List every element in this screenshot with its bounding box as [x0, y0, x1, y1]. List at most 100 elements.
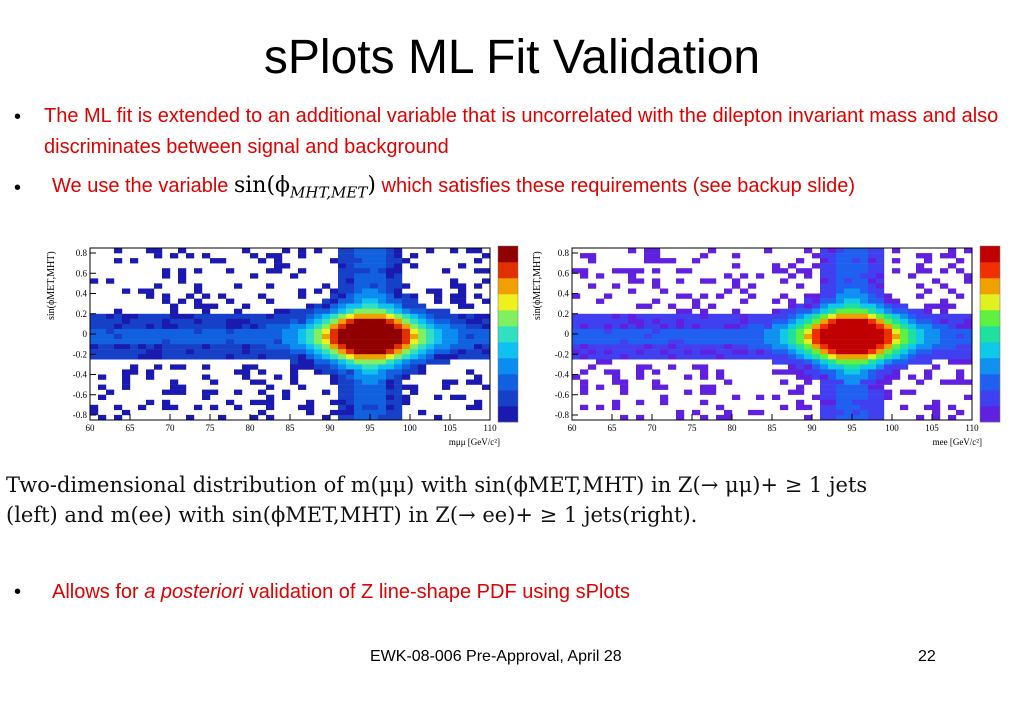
left-bin	[218, 354, 227, 360]
right-bin	[812, 359, 821, 365]
right-bin	[636, 328, 645, 335]
left-bin	[346, 263, 355, 269]
left-bin	[338, 268, 347, 274]
right-bin	[964, 379, 973, 385]
left-bin	[370, 359, 379, 365]
right-bin	[676, 409, 685, 416]
left-bin	[426, 359, 435, 365]
right-bin	[876, 273, 885, 279]
left-bin	[178, 268, 187, 274]
left-bin	[194, 328, 203, 335]
right-bin	[572, 328, 581, 335]
right-bin	[780, 404, 789, 411]
right-bin	[884, 293, 893, 299]
right-bin	[908, 323, 917, 330]
left-bin	[386, 374, 395, 380]
right-bin	[716, 369, 725, 375]
left-bin	[170, 404, 179, 411]
left-bin	[178, 313, 187, 320]
right-bin	[868, 369, 877, 375]
left-bin	[314, 248, 323, 254]
left-bin	[370, 334, 379, 340]
right-bin	[940, 349, 949, 355]
right-bin	[924, 354, 933, 360]
left-bin	[434, 293, 443, 299]
left-bin	[378, 318, 387, 325]
right-bin	[644, 334, 653, 340]
right-bin	[708, 328, 717, 335]
left-y-tick-label: -0.8	[73, 410, 88, 420]
left-bin	[338, 394, 347, 400]
right-bin	[916, 253, 925, 259]
left-bin	[338, 369, 347, 375]
left-bin	[362, 389, 371, 395]
left-bin	[130, 369, 139, 375]
left-bin	[162, 334, 171, 340]
right-bin	[788, 389, 797, 395]
left-bin	[362, 334, 371, 340]
left-bin	[386, 394, 395, 400]
right-bin	[836, 334, 845, 340]
left-bin	[258, 293, 267, 299]
right-x-tick-label: 110	[965, 423, 979, 433]
right-bin	[932, 313, 941, 320]
right-bin	[948, 303, 957, 309]
left-bin	[370, 374, 379, 380]
left-bin	[362, 298, 371, 304]
left-bin	[226, 349, 235, 355]
right-x-tick-label: 70	[648, 423, 658, 433]
left-bin	[218, 414, 227, 421]
bullet-2-text-post: which satisfies these requirements (see …	[381, 175, 856, 197]
left-bin	[370, 389, 379, 395]
right-bin	[820, 409, 829, 416]
left-bin	[210, 258, 219, 264]
right-bin	[652, 248, 661, 254]
left-bin	[234, 354, 243, 360]
left-bin	[266, 399, 275, 406]
right-bin	[636, 374, 645, 380]
right-bin	[700, 399, 709, 406]
left-bin	[162, 323, 171, 330]
right-bin	[892, 258, 901, 264]
right-bin	[628, 288, 637, 294]
right-bin	[868, 303, 877, 309]
left-bin	[418, 318, 427, 325]
bullet-3-italic: a posteriori	[144, 581, 244, 603]
left-bin	[378, 328, 387, 335]
right-bin	[836, 263, 845, 269]
right-bin	[644, 349, 653, 355]
right-bin	[868, 409, 877, 416]
right-bin	[764, 349, 773, 355]
right-bin	[820, 288, 829, 294]
left-bin	[290, 318, 299, 325]
left-bin	[386, 414, 395, 421]
left-bin	[426, 344, 435, 350]
left-bin	[306, 334, 315, 340]
right-bin	[644, 354, 653, 360]
left-bin	[362, 263, 371, 269]
left-bin	[330, 308, 339, 314]
bullet-2-math: sin(ϕMHT,MET)	[233, 173, 376, 202]
right-bin	[676, 328, 685, 335]
left-bin	[458, 313, 467, 320]
left-bin	[338, 364, 347, 370]
left-bin	[170, 328, 179, 335]
right-bin	[588, 313, 597, 320]
right-bin	[868, 404, 877, 411]
right-bin	[636, 364, 645, 370]
left-bin	[410, 313, 419, 320]
right-y-tick-label: 0	[565, 329, 570, 339]
right-bin	[588, 349, 597, 355]
right-bin	[588, 258, 597, 264]
right-bin	[916, 268, 925, 274]
left-bin	[394, 389, 403, 395]
left-bin	[346, 374, 355, 380]
left-bin	[362, 379, 371, 385]
right-bin	[956, 379, 965, 385]
right-bin	[828, 273, 837, 279]
right-bin	[756, 273, 765, 279]
left-bin	[306, 354, 315, 360]
left-bin	[106, 339, 115, 345]
right-bin	[844, 278, 853, 284]
right-bin	[820, 303, 829, 309]
